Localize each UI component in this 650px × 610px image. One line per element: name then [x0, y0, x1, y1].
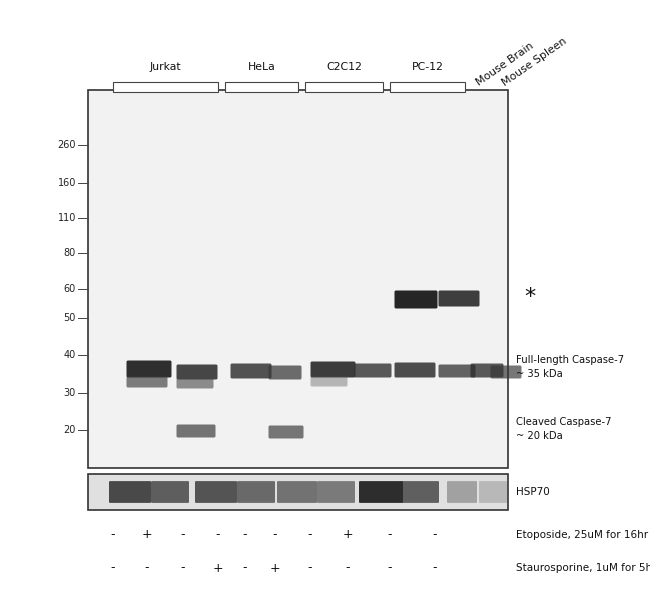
Text: Staurosporine, 1uM for 5hr: Staurosporine, 1uM for 5hr: [516, 563, 650, 573]
Text: 80: 80: [64, 248, 76, 258]
Text: +: +: [142, 528, 152, 542]
Text: -: -: [145, 561, 150, 575]
FancyBboxPatch shape: [231, 364, 272, 378]
FancyBboxPatch shape: [277, 481, 317, 503]
FancyBboxPatch shape: [311, 376, 348, 387]
FancyBboxPatch shape: [177, 425, 216, 437]
Text: +: +: [343, 528, 354, 542]
Text: Mouse Brain: Mouse Brain: [474, 41, 536, 88]
Text: Cleaved Caspase-7
~ 20 kDa: Cleaved Caspase-7 ~ 20 kDa: [516, 417, 612, 440]
Text: Full-length Caspase-7
~ 35 kDa: Full-length Caspase-7 ~ 35 kDa: [516, 356, 624, 379]
Bar: [225, 82, 298, 92]
Text: -: -: [388, 528, 392, 542]
FancyBboxPatch shape: [471, 364, 504, 378]
Text: C2C12: C2C12: [326, 62, 362, 72]
FancyBboxPatch shape: [479, 481, 507, 503]
Bar: [390, 82, 465, 92]
Bar: [305, 82, 383, 92]
Text: -: -: [273, 528, 278, 542]
Text: Mouse Spleen: Mouse Spleen: [500, 36, 569, 88]
Text: 50: 50: [64, 313, 76, 323]
Text: -: -: [216, 528, 220, 542]
Text: -: -: [433, 528, 437, 542]
Text: 60: 60: [64, 284, 76, 294]
FancyBboxPatch shape: [151, 481, 189, 503]
Text: -: -: [242, 561, 247, 575]
Text: +: +: [213, 561, 224, 575]
FancyBboxPatch shape: [177, 378, 213, 389]
Text: -: -: [388, 561, 392, 575]
FancyBboxPatch shape: [317, 481, 355, 503]
Text: -: -: [111, 528, 115, 542]
Text: -: -: [346, 561, 350, 575]
Text: HSP70: HSP70: [516, 487, 550, 497]
FancyBboxPatch shape: [401, 481, 439, 503]
Text: Jurkat: Jurkat: [150, 62, 181, 72]
Text: PC-12: PC-12: [411, 62, 443, 72]
Text: 260: 260: [57, 140, 76, 150]
Text: 40: 40: [64, 350, 76, 360]
FancyBboxPatch shape: [395, 290, 437, 309]
FancyBboxPatch shape: [177, 365, 218, 379]
FancyBboxPatch shape: [237, 481, 275, 503]
Text: 110: 110: [58, 213, 76, 223]
Text: 30: 30: [64, 388, 76, 398]
Text: -: -: [242, 528, 247, 542]
Text: -: -: [433, 561, 437, 575]
FancyBboxPatch shape: [439, 365, 476, 378]
Text: -: -: [111, 561, 115, 575]
FancyBboxPatch shape: [491, 365, 521, 378]
Text: 20: 20: [64, 425, 76, 435]
Text: *: *: [525, 287, 536, 307]
Text: 160: 160: [58, 178, 76, 188]
Text: +: +: [270, 561, 280, 575]
FancyBboxPatch shape: [195, 481, 237, 503]
FancyBboxPatch shape: [268, 365, 302, 379]
Text: -: -: [307, 561, 312, 575]
Text: -: -: [307, 528, 312, 542]
FancyBboxPatch shape: [311, 362, 356, 378]
FancyBboxPatch shape: [439, 290, 480, 306]
Text: Etoposide, 25uM for 16hr: Etoposide, 25uM for 16hr: [516, 530, 648, 540]
FancyBboxPatch shape: [359, 481, 403, 503]
FancyBboxPatch shape: [109, 481, 151, 503]
Bar: [88, 90, 508, 468]
Text: HeLa: HeLa: [248, 62, 276, 72]
Text: -: -: [181, 528, 185, 542]
FancyBboxPatch shape: [127, 361, 172, 378]
FancyBboxPatch shape: [447, 481, 477, 503]
FancyBboxPatch shape: [268, 426, 304, 439]
Text: -: -: [181, 561, 185, 575]
Bar: [113, 82, 218, 92]
FancyBboxPatch shape: [127, 376, 168, 387]
Bar: [88, 474, 508, 510]
FancyBboxPatch shape: [354, 364, 391, 378]
FancyBboxPatch shape: [395, 362, 436, 378]
